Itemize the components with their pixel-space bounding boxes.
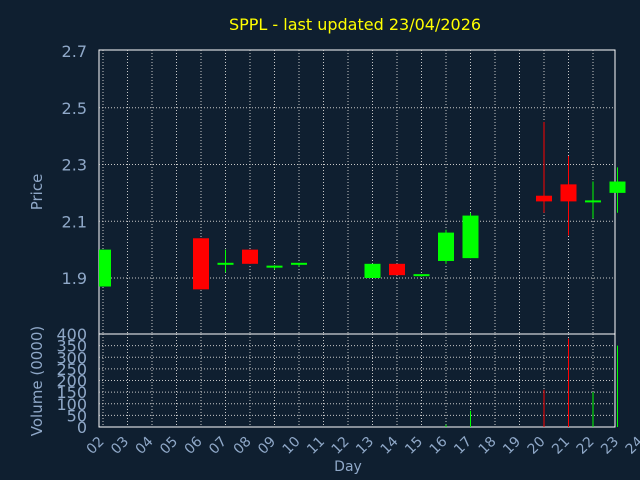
candle (266, 265, 283, 270)
candle (291, 262, 307, 267)
candle-body (364, 263, 381, 278)
volume-bars (445, 338, 618, 427)
x-axis-label: Day (334, 459, 362, 475)
volume-axis-label: Volume (0000) (28, 326, 46, 436)
x-tick-label: 07 (206, 434, 230, 458)
price-tick-label: 2.5 (62, 99, 87, 118)
price-tick-label: 1.9 (62, 269, 87, 288)
volume-tick-label: 300 (56, 348, 87, 367)
x-tick-label: 02 (84, 434, 108, 458)
candle (217, 249, 234, 273)
volume-tick-label: 250 (56, 360, 87, 379)
candle-body (462, 215, 479, 259)
x-tick-label: 22 (574, 434, 598, 458)
candle (609, 167, 626, 213)
x-tick-label: 18 (476, 434, 500, 458)
candle-body (242, 249, 258, 264)
x-tick-label: 24 (623, 434, 640, 458)
x-tick-label: 04 (133, 434, 157, 458)
candle (438, 229, 454, 264)
x-tick-label: 08 (231, 434, 255, 458)
candle-body (389, 263, 405, 276)
candle-body (266, 265, 283, 268)
x-tick-label: 20 (525, 434, 549, 458)
x-ticks: 02 03 04 05 06 07 08 09 10 11 12 13 14 15 16 17 18 19 20 21… (84, 434, 640, 458)
candle-body (585, 200, 601, 203)
price-grid (99, 50, 615, 334)
volume-tick-label: 400 (56, 325, 87, 344)
candle-body (291, 262, 307, 265)
volume-tick-label: 200 (56, 372, 87, 391)
candle-body (609, 181, 626, 193)
volume-tick-label: 0 (77, 418, 87, 437)
candle-body (536, 195, 552, 202)
x-tick-label: 03 (108, 434, 132, 458)
candle (99, 249, 111, 287)
volume-tick-label: 150 (56, 383, 87, 402)
x-tick-label: 23 (598, 434, 622, 458)
x-tick-label: 17 (451, 434, 475, 458)
x-tick-label: 15 (402, 434, 426, 458)
volume-tick-label: 350 (56, 337, 87, 356)
candle (364, 263, 381, 278)
x-tick-label: 21 (549, 434, 573, 458)
x-tick-label: 16 (427, 434, 451, 458)
x-tick-label: 06 (182, 434, 206, 458)
candle (536, 121, 552, 213)
x-tick-label: 13 (353, 434, 377, 458)
price-tick-label: 2.1 (62, 212, 87, 231)
candle-body (99, 249, 111, 287)
x-tick-label: 12 (329, 434, 353, 458)
x-tick-label: 09 (255, 434, 279, 458)
price-axis-label: Price (28, 174, 46, 211)
x-tick-label: 14 (378, 434, 402, 458)
candle (242, 249, 258, 264)
volume-tick-label: 50 (67, 406, 87, 425)
volume-grid (99, 334, 615, 427)
candles (99, 121, 626, 290)
candle-body (438, 232, 454, 261)
candle (462, 212, 479, 259)
chart-title: SPPL - last updated 23/04/2026 (229, 15, 481, 34)
x-tick-label: 10 (280, 434, 304, 458)
volume-tick-label: 100 (56, 395, 87, 414)
price-y-ticks: 1.9 2.1 2.3 2.5 2.7 (62, 42, 87, 288)
candle (389, 263, 405, 276)
candle-body (413, 274, 430, 277)
candle-body (560, 184, 577, 202)
candle-body (193, 238, 209, 290)
x-tick-label: 19 (500, 434, 524, 458)
candle (193, 238, 209, 290)
candle-body (217, 262, 234, 265)
x-tick-label: 05 (157, 434, 181, 458)
candle (585, 181, 601, 219)
candle (413, 274, 430, 277)
price-tick-label: 2.7 (62, 42, 87, 61)
candle (560, 155, 577, 236)
x-tick-label: 11 (304, 434, 328, 458)
price-tick-label: 2.3 (62, 156, 87, 175)
